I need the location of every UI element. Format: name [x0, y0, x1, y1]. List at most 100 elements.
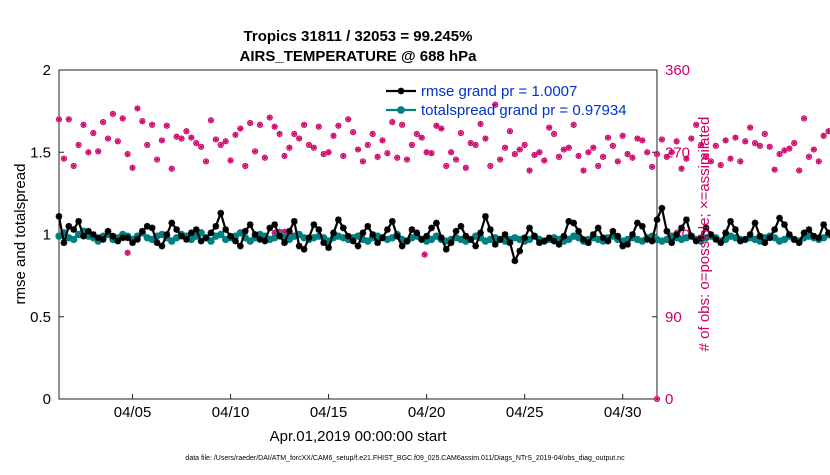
- obs-assimilated-marker: [330, 132, 337, 139]
- obs-assimilated-marker: [531, 151, 538, 158]
- obs-assimilated-marker: [791, 140, 798, 147]
- rmse-marker: [55, 213, 63, 220]
- x-tick-label: 04/25: [506, 404, 544, 421]
- obs-assimilated-marker: [168, 165, 175, 172]
- rmse-marker: [531, 232, 538, 240]
- rmse-marker: [643, 236, 651, 243]
- rmse-marker: [707, 231, 715, 238]
- obs-assimilated-marker: [649, 163, 656, 170]
- rmse-marker: [403, 237, 411, 245]
- rmse-marker: [487, 226, 494, 233]
- obs-assimilated-marker: [203, 158, 210, 165]
- rmse-marker: [673, 231, 680, 238]
- obs-assimilated-marker: [421, 251, 428, 258]
- rmse-marker: [222, 226, 229, 233]
- obs-assimilated-marker: [60, 155, 67, 162]
- rmse-marker: [536, 239, 543, 247]
- obs-assimilated-marker: [198, 143, 205, 150]
- legend-rmse-marker: [397, 87, 405, 95]
- obs-assimilated-marker: [119, 115, 126, 122]
- obs-assimilated-marker: [428, 150, 435, 157]
- rmse-marker: [472, 242, 479, 250]
- rmse-marker: [65, 222, 73, 230]
- obs-assimilated-marker: [408, 141, 415, 148]
- rmse-marker: [496, 236, 504, 243]
- rmse-marker: [756, 232, 764, 240]
- obs-assimilated-marker: [355, 146, 361, 153]
- rmse-marker: [795, 239, 803, 247]
- obs-assimilated-marker: [570, 121, 577, 128]
- obs-assimilated-marker: [472, 141, 479, 148]
- obs-assimilated-marker: [384, 150, 391, 157]
- obs-assimilated-marker: [163, 122, 170, 129]
- rmse-marker: [702, 224, 710, 232]
- rmse-marker: [389, 218, 396, 225]
- rmse-marker: [261, 237, 269, 245]
- rmse-marker: [217, 209, 225, 217]
- rmse-marker: [197, 237, 205, 245]
- obs-assimilated-marker: [237, 125, 244, 132]
- obs-assimilated-marker: [511, 151, 518, 158]
- y-tick-label-right: 90: [665, 309, 682, 326]
- rmse-marker: [70, 226, 78, 233]
- obs-assimilated-marker: [374, 153, 381, 160]
- plot-area: 00.511.5209018027036004/0504/1004/1504/2…: [30, 62, 830, 421]
- obs-assimilated-marker: [609, 142, 616, 149]
- obs-assimilated-marker: [673, 138, 680, 145]
- rmse-marker: [124, 234, 131, 242]
- rmse-marker: [295, 242, 303, 250]
- obs-assimilated-marker: [364, 141, 371, 148]
- y-tick-label-left: 1: [43, 227, 51, 244]
- rmse-marker: [379, 234, 386, 242]
- rmse-marker: [305, 234, 313, 242]
- rmse-marker: [467, 236, 475, 243]
- obs-assimilated-marker: [448, 149, 455, 156]
- x-tick-label: 04/30: [604, 404, 642, 421]
- obs-assimilated-marker: [423, 149, 430, 156]
- rmse-marker: [158, 242, 166, 250]
- obs-assimilated-marker: [173, 133, 180, 140]
- rmse-marker: [114, 237, 122, 245]
- rmse-marker: [732, 226, 739, 233]
- obs-assimilated-marker: [526, 167, 533, 174]
- rmse-marker: [109, 232, 117, 240]
- obs-assimilated-marker: [301, 121, 308, 128]
- obs-assimilated-marker: [443, 162, 450, 169]
- rmse-marker: [604, 237, 612, 245]
- rmse-marker: [786, 231, 793, 238]
- rmse-marker: [354, 242, 362, 250]
- obs-assimilated-marker: [305, 141, 312, 148]
- obs-assimilated-marker: [345, 116, 352, 123]
- x-tick-label: 04/15: [310, 404, 348, 421]
- obs-assimilated-marker: [614, 158, 621, 165]
- rmse-marker: [722, 229, 729, 237]
- rmse-marker: [134, 236, 141, 243]
- rmse-marker: [790, 236, 798, 243]
- obs-assimilated-marker: [404, 156, 411, 163]
- obs-assimilated-marker: [634, 135, 641, 142]
- obs-assimilated-marker: [555, 153, 562, 160]
- rmse-marker: [349, 237, 357, 245]
- obs-assimilated-marker: [350, 129, 357, 136]
- obs-assimilated-marker: [144, 141, 151, 148]
- rmse-marker: [320, 239, 327, 247]
- obs-assimilated-marker: [340, 152, 347, 159]
- obs-assimilated-marker: [624, 151, 631, 158]
- y-tick-label-left: 0: [43, 391, 51, 408]
- obs-assimilated-marker: [546, 124, 553, 131]
- obs-assimilated-marker: [825, 128, 830, 135]
- obs-assimilated-marker: [565, 144, 572, 151]
- rmse-marker: [550, 237, 558, 245]
- rmse-marker: [712, 236, 720, 243]
- spread-marker: [364, 237, 372, 245]
- obs-assimilated-marker: [492, 101, 499, 108]
- obs-assimilated-marker: [124, 151, 131, 158]
- y-tick-label-right: 360: [665, 62, 690, 79]
- obs-assimilated-marker: [276, 130, 283, 137]
- obs-assimilated-marker: [663, 153, 670, 160]
- rmse-marker: [423, 232, 430, 240]
- obs-assimilated-marker: [815, 158, 822, 165]
- rmse-marker: [339, 224, 347, 232]
- obs-assimilated-marker: [100, 119, 107, 126]
- obs-assimilated-marker: [737, 158, 744, 165]
